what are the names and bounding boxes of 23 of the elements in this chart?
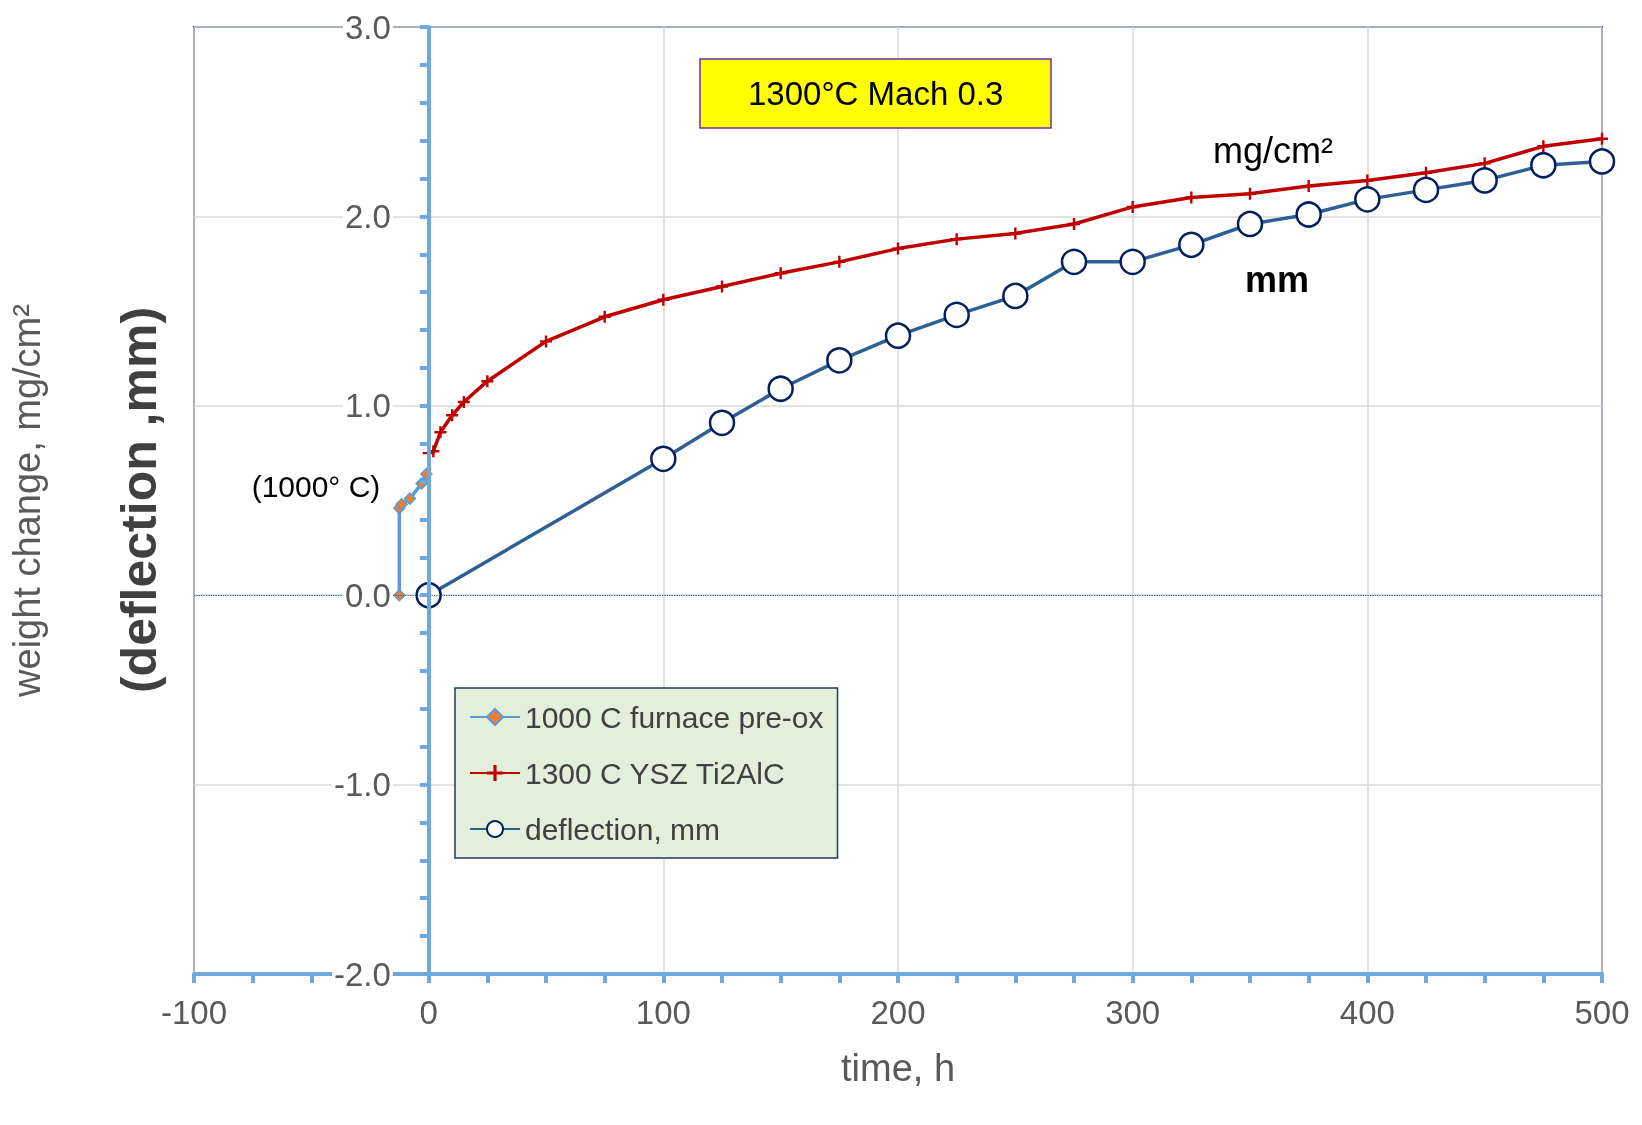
y-tick-label: -2.0	[333, 955, 391, 993]
x-tick-label: 500	[1574, 994, 1630, 1031]
legend-label: deflection, mm	[525, 812, 721, 846]
legend-label: 1000 C furnace pre-ox	[525, 700, 824, 734]
x-tick-label: 300	[1105, 994, 1161, 1031]
y-tick-label: 1.0	[344, 387, 391, 425]
annotation: mm	[1244, 258, 1310, 300]
text: (deflection ,mm)	[111, 306, 167, 694]
annotation: mg/cm²	[1213, 129, 1333, 171]
legend-label: 1300 C YSZ Ti2AlC	[525, 756, 785, 790]
text: 1300°C Mach 0.3	[748, 75, 1004, 112]
annotation: (1000° C)	[251, 469, 381, 503]
x-axis-title: time, h	[840, 1047, 956, 1089]
x-tick-label: 400	[1339, 994, 1395, 1031]
y-axis-title: weight change, mg/cm²	[6, 304, 48, 698]
y-tick-label: 2.0	[344, 197, 391, 235]
x-tick-label: 200	[870, 994, 926, 1031]
x-tick-label: 100	[635, 994, 691, 1031]
y-tick-label: 3.0	[344, 8, 391, 46]
x-tick-label: -100	[160, 994, 228, 1031]
y-tick-label: -1.0	[333, 766, 391, 804]
y-tick-label: 0.0	[344, 576, 391, 614]
x-tick-label: 0	[419, 994, 438, 1031]
